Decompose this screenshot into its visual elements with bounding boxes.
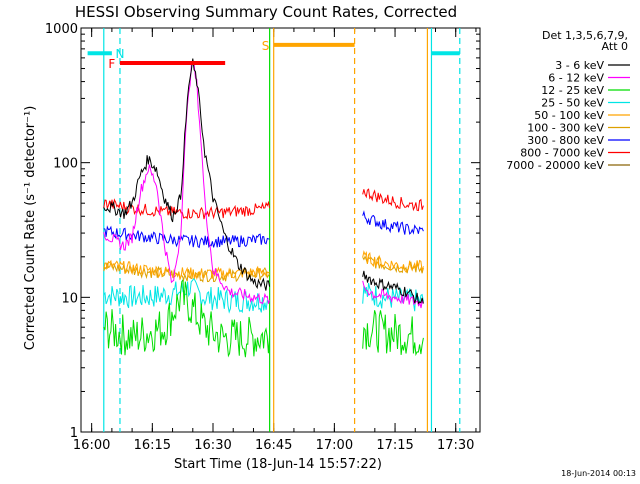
- x-tick-label: 16:30: [194, 438, 231, 453]
- annotation-label: S: [262, 39, 270, 53]
- legend-title-line2: Att 0: [602, 40, 628, 53]
- x-tick-label: 16:00: [73, 438, 110, 453]
- series-line: [103, 198, 271, 220]
- legend-entry-label: 3 - 6 keV: [555, 59, 604, 72]
- legend-title-line1: Det 1,3,5,6,7,9,: [542, 29, 628, 42]
- y-tick-label: 100: [53, 157, 78, 172]
- legend-entry-label: 50 - 100 keV: [534, 109, 604, 122]
- plot-frame: [80, 27, 481, 433]
- series-line: [103, 58, 271, 291]
- y-axis-label: Corrected Count Rate (s⁻¹ detector⁻¹): [23, 106, 38, 351]
- annotation-label: N: [115, 47, 124, 61]
- series-line: [103, 259, 270, 281]
- legend-entry-label: 100 - 300 keV: [527, 122, 604, 135]
- x-tick-label: 17:00: [316, 438, 353, 453]
- annotation-label: F: [108, 57, 115, 71]
- footer-date: 18-Jun-2014 00:13: [561, 469, 636, 478]
- x-tick-label: 17:15: [376, 438, 413, 453]
- series-line: [362, 188, 424, 212]
- legend-entry-label: 7000 - 20000 keV: [506, 159, 604, 172]
- series-line: [103, 63, 271, 305]
- series-line: [362, 280, 424, 309]
- legend-entry-label: 25 - 50 keV: [541, 97, 604, 110]
- chart-title: HESSI Observing Summary Count Rates, Cor…: [75, 3, 457, 21]
- x-tick-label: 17:30: [437, 438, 474, 453]
- y-tick-label: 1: [70, 426, 78, 441]
- series-line: [362, 210, 424, 235]
- series-line: [362, 270, 424, 305]
- legend-entry-label: 800 - 7000 keV: [520, 147, 604, 160]
- series-line: [103, 278, 271, 358]
- legend-entry-label: 300 - 800 keV: [527, 134, 604, 147]
- legend-entry-label: 6 - 12 keV: [548, 72, 604, 85]
- legend-entry-label: 12 - 25 keV: [541, 84, 604, 97]
- plot-area: 1 10 100 1000 16:00 16:15 16:30 16:45 17:00 17:15…: [45, 22, 481, 453]
- y-tick-label: 1000: [45, 22, 78, 37]
- y-tick-label: 10: [61, 291, 78, 306]
- x-tick-label: 16:45: [255, 438, 292, 453]
- x-axis-label: Start Time (18-Jun-14 15:57:22): [174, 457, 382, 472]
- series-line: [362, 310, 424, 357]
- x-tick-label: 16:15: [134, 438, 171, 453]
- series-line: [362, 250, 424, 273]
